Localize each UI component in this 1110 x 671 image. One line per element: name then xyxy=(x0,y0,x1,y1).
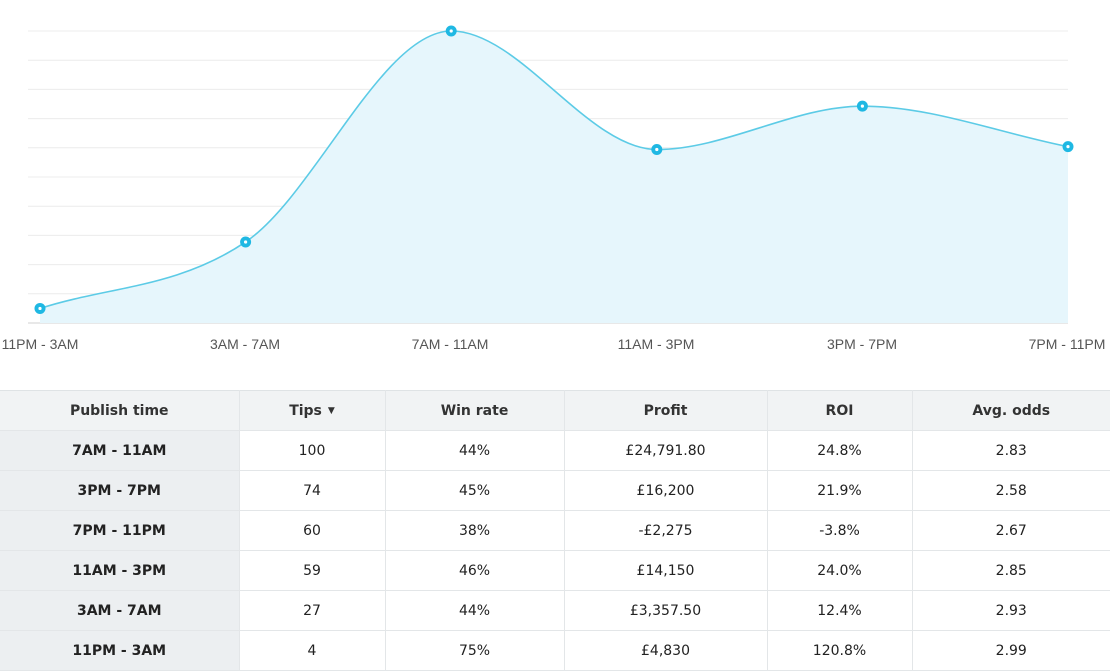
cell-win-rate: 44% xyxy=(385,430,565,471)
cell-profit: £24,791.80 xyxy=(564,430,768,471)
table-row: 11PM - 3AM 4 75% £4,830 120.8% 2.99 xyxy=(0,630,1110,671)
publish-time-stats-table: Publish time Tips ▼ Win rate Profit ROI A… xyxy=(0,390,1110,671)
cell-win-rate: 38% xyxy=(385,510,565,551)
col-header-win-rate[interactable]: Win rate xyxy=(385,390,565,431)
x-tick-label: 11AM - 3PM xyxy=(618,336,695,352)
cell-roi: -3.8% xyxy=(767,510,913,551)
cell-publish-time: 11AM - 3PM xyxy=(0,550,240,591)
data-point[interactable] xyxy=(34,302,46,314)
data-point-center xyxy=(655,147,659,152)
cell-avg-odds: 2.99 xyxy=(912,630,1110,671)
table-row: 7PM - 11PM 60 38% -£2,275 -3.8% 2.67 xyxy=(0,510,1110,551)
cell-avg-odds: 2.67 xyxy=(912,510,1110,551)
cell-avg-odds: 2.93 xyxy=(912,590,1110,631)
x-tick-label: 3AM - 7AM xyxy=(210,336,280,352)
data-point[interactable] xyxy=(856,100,868,112)
cell-profit: -£2,275 xyxy=(564,510,768,551)
cell-profit: £3,357.50 xyxy=(564,590,768,631)
sort-desc-icon[interactable]: ▼ xyxy=(327,405,335,416)
cell-tips: 100 xyxy=(239,430,386,471)
cell-roi: 24.0% xyxy=(767,550,913,591)
cell-avg-odds: 2.85 xyxy=(912,550,1110,591)
series-line xyxy=(39,30,1069,310)
cell-publish-time: 7PM - 11PM xyxy=(0,510,240,551)
cell-win-rate: 45% xyxy=(385,470,565,511)
cell-win-rate: 44% xyxy=(385,590,565,631)
chart-svg: 11PM - 3AM 3AM - 7AM 7AM - 11AM 11AM - 3PM 3… xyxy=(2,25,1106,352)
cell-avg-odds: 2.58 xyxy=(912,470,1110,511)
x-tick-label: 7PM - 11PM xyxy=(1029,336,1106,352)
cell-tips: 4 xyxy=(239,630,386,671)
data-point[interactable] xyxy=(445,25,457,37)
data-point-center xyxy=(244,240,248,244)
x-axis-tick-labels: 11PM - 3AM 3AM - 7AM 7AM - 11AM 11AM - 3PM 3… xyxy=(2,336,1106,352)
data-point-center xyxy=(1066,145,1070,149)
cell-publish-time: 3AM - 7AM xyxy=(0,590,240,631)
x-tick-label: 11PM - 3AM xyxy=(2,336,79,352)
col-header-tips[interactable]: Tips ▼ xyxy=(239,390,386,431)
cell-roi: 21.9% xyxy=(767,470,913,511)
cell-roi: 12.4% xyxy=(767,590,913,631)
cell-profit: £16,200 xyxy=(564,470,768,511)
cell-avg-odds: 2.83 xyxy=(912,430,1110,471)
col-header-roi[interactable]: ROI xyxy=(767,390,913,431)
col-header-tips-label: Tips xyxy=(289,402,322,419)
x-tick-label: 3PM - 7PM xyxy=(827,336,897,352)
table-row: 11AM - 3PM 59 46% £14,150 24.0% 2.85 xyxy=(0,550,1110,591)
table-row: 3PM - 7PM 74 45% £16,200 21.9% 2.58 xyxy=(0,470,1110,511)
series-points xyxy=(34,25,1074,314)
cell-roi: 120.8% xyxy=(767,630,913,671)
data-point[interactable] xyxy=(240,236,252,248)
cell-tips: 59 xyxy=(239,550,386,591)
cell-win-rate: 75% xyxy=(385,630,565,671)
data-point-center xyxy=(860,104,865,108)
data-point-center xyxy=(38,306,42,311)
cell-publish-time: 7AM - 11AM xyxy=(0,430,240,471)
cell-profit: £4,830 xyxy=(564,630,768,671)
cell-tips: 74 xyxy=(239,470,386,511)
data-point[interactable] xyxy=(1062,141,1074,153)
cell-win-rate: 46% xyxy=(385,550,565,591)
table-row: 3AM - 7AM 27 44% £3,357.50 12.4% 2.93 xyxy=(0,590,1110,631)
x-tick-label: 7AM - 11AM xyxy=(412,336,489,352)
col-header-avg-odds[interactable]: Avg. odds xyxy=(912,390,1110,431)
series-area xyxy=(40,31,1068,323)
table-header-row: Publish time Tips ▼ Win rate Profit ROI A… xyxy=(0,390,1110,431)
col-header-publish-time[interactable]: Publish time xyxy=(0,390,240,431)
cell-tips: 27 xyxy=(239,590,386,631)
cell-roi: 24.8% xyxy=(767,430,913,471)
cell-tips: 60 xyxy=(239,510,386,551)
cell-profit: £14,150 xyxy=(564,550,768,591)
tips-by-publish-time-chart: 11PM - 3AM 3AM - 7AM 7AM - 11AM 11AM - 3PM 3… xyxy=(2,25,1106,352)
data-point-center xyxy=(449,29,453,33)
col-header-profit[interactable]: Profit xyxy=(564,390,768,431)
table-row: 7AM - 11AM 100 44% £24,791.80 24.8% 2.83 xyxy=(0,430,1110,471)
cell-publish-time: 11PM - 3AM xyxy=(0,630,240,671)
data-point[interactable] xyxy=(651,143,663,155)
cell-publish-time: 3PM - 7PM xyxy=(0,470,240,511)
